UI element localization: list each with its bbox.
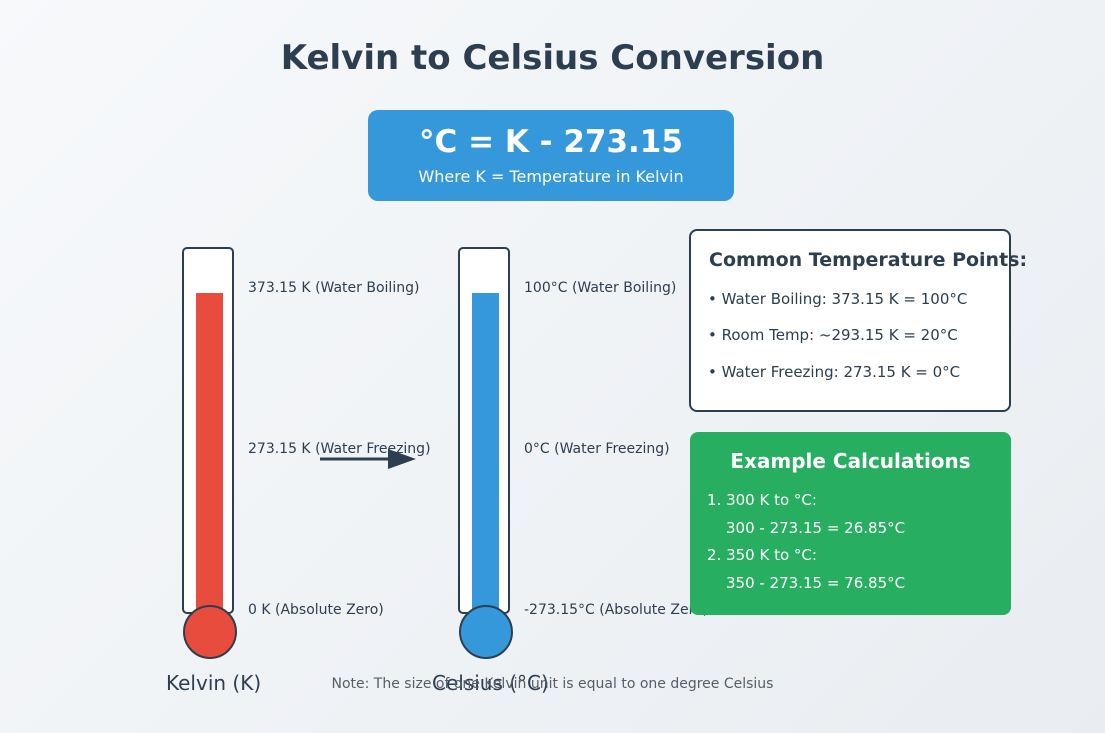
- common-point-item: • Water Freezing: 273.15 K = 0°C: [708, 363, 961, 381]
- kelvin-thermometer-fill: [196, 293, 223, 612]
- common-point-item: • Water Boiling: 373.15 K = 100°C: [708, 290, 968, 308]
- common-points-title: Common Temperature Points:: [709, 249, 1028, 271]
- formula-box: °C = K - 273.15 Where K = Temperature in…: [368, 110, 734, 201]
- formula-main: °C = K - 273.15: [419, 124, 683, 160]
- example-line: 2. 350 K to °C:: [707, 546, 817, 564]
- footnote: Note: The size of one Kelvin unit is equ…: [331, 676, 774, 692]
- example-line: 1. 300 K to °C:: [707, 491, 817, 509]
- example-line: 350 - 273.15 = 76.85°C: [726, 574, 906, 592]
- celsius-thermometer-tube: [458, 247, 510, 614]
- kelvin-scale-name: Kelvin (K): [166, 671, 262, 695]
- kelvin-boiling-label: 373.15 K (Water Boiling): [248, 280, 420, 296]
- common-point-item: • Room Temp: ~293.15 K = 20°C: [708, 326, 958, 344]
- celsius-freezing-label: 0°C (Water Freezing): [524, 441, 670, 457]
- kelvin-thermometer-bulb: [183, 605, 237, 659]
- example-calculations-title: Example Calculations: [730, 449, 971, 473]
- common-points-box: Common Temperature Points: • Water Boili…: [689, 229, 1027, 412]
- kelvin-zero-label: 0 K (Absolute Zero): [248, 602, 384, 618]
- celsius-zero-label: -273.15°C (Absolute Zero): [524, 602, 709, 618]
- kelvin-freezing-label: 273.15 K (Water Freezing): [248, 441, 431, 457]
- formula-subtitle: Where K = Temperature in Kelvin: [418, 167, 684, 186]
- celsius-boiling-label: 100°C (Water Boiling): [524, 280, 677, 296]
- example-calculations-box: Example Calculations 1. 300 K to °C: 300…: [690, 432, 1011, 615]
- kelvin-thermometer-tube: [182, 247, 234, 614]
- example-line: 300 - 273.15 = 26.85°C: [726, 519, 906, 537]
- page-title: Kelvin to Celsius Conversion: [280, 38, 825, 78]
- celsius-thermometer-fill: [472, 293, 499, 612]
- celsius-thermometer-bulb: [459, 605, 513, 659]
- celsius-scale-name: Celsius (°C): [432, 671, 549, 695]
- right-arrow-icon: [320, 449, 416, 469]
